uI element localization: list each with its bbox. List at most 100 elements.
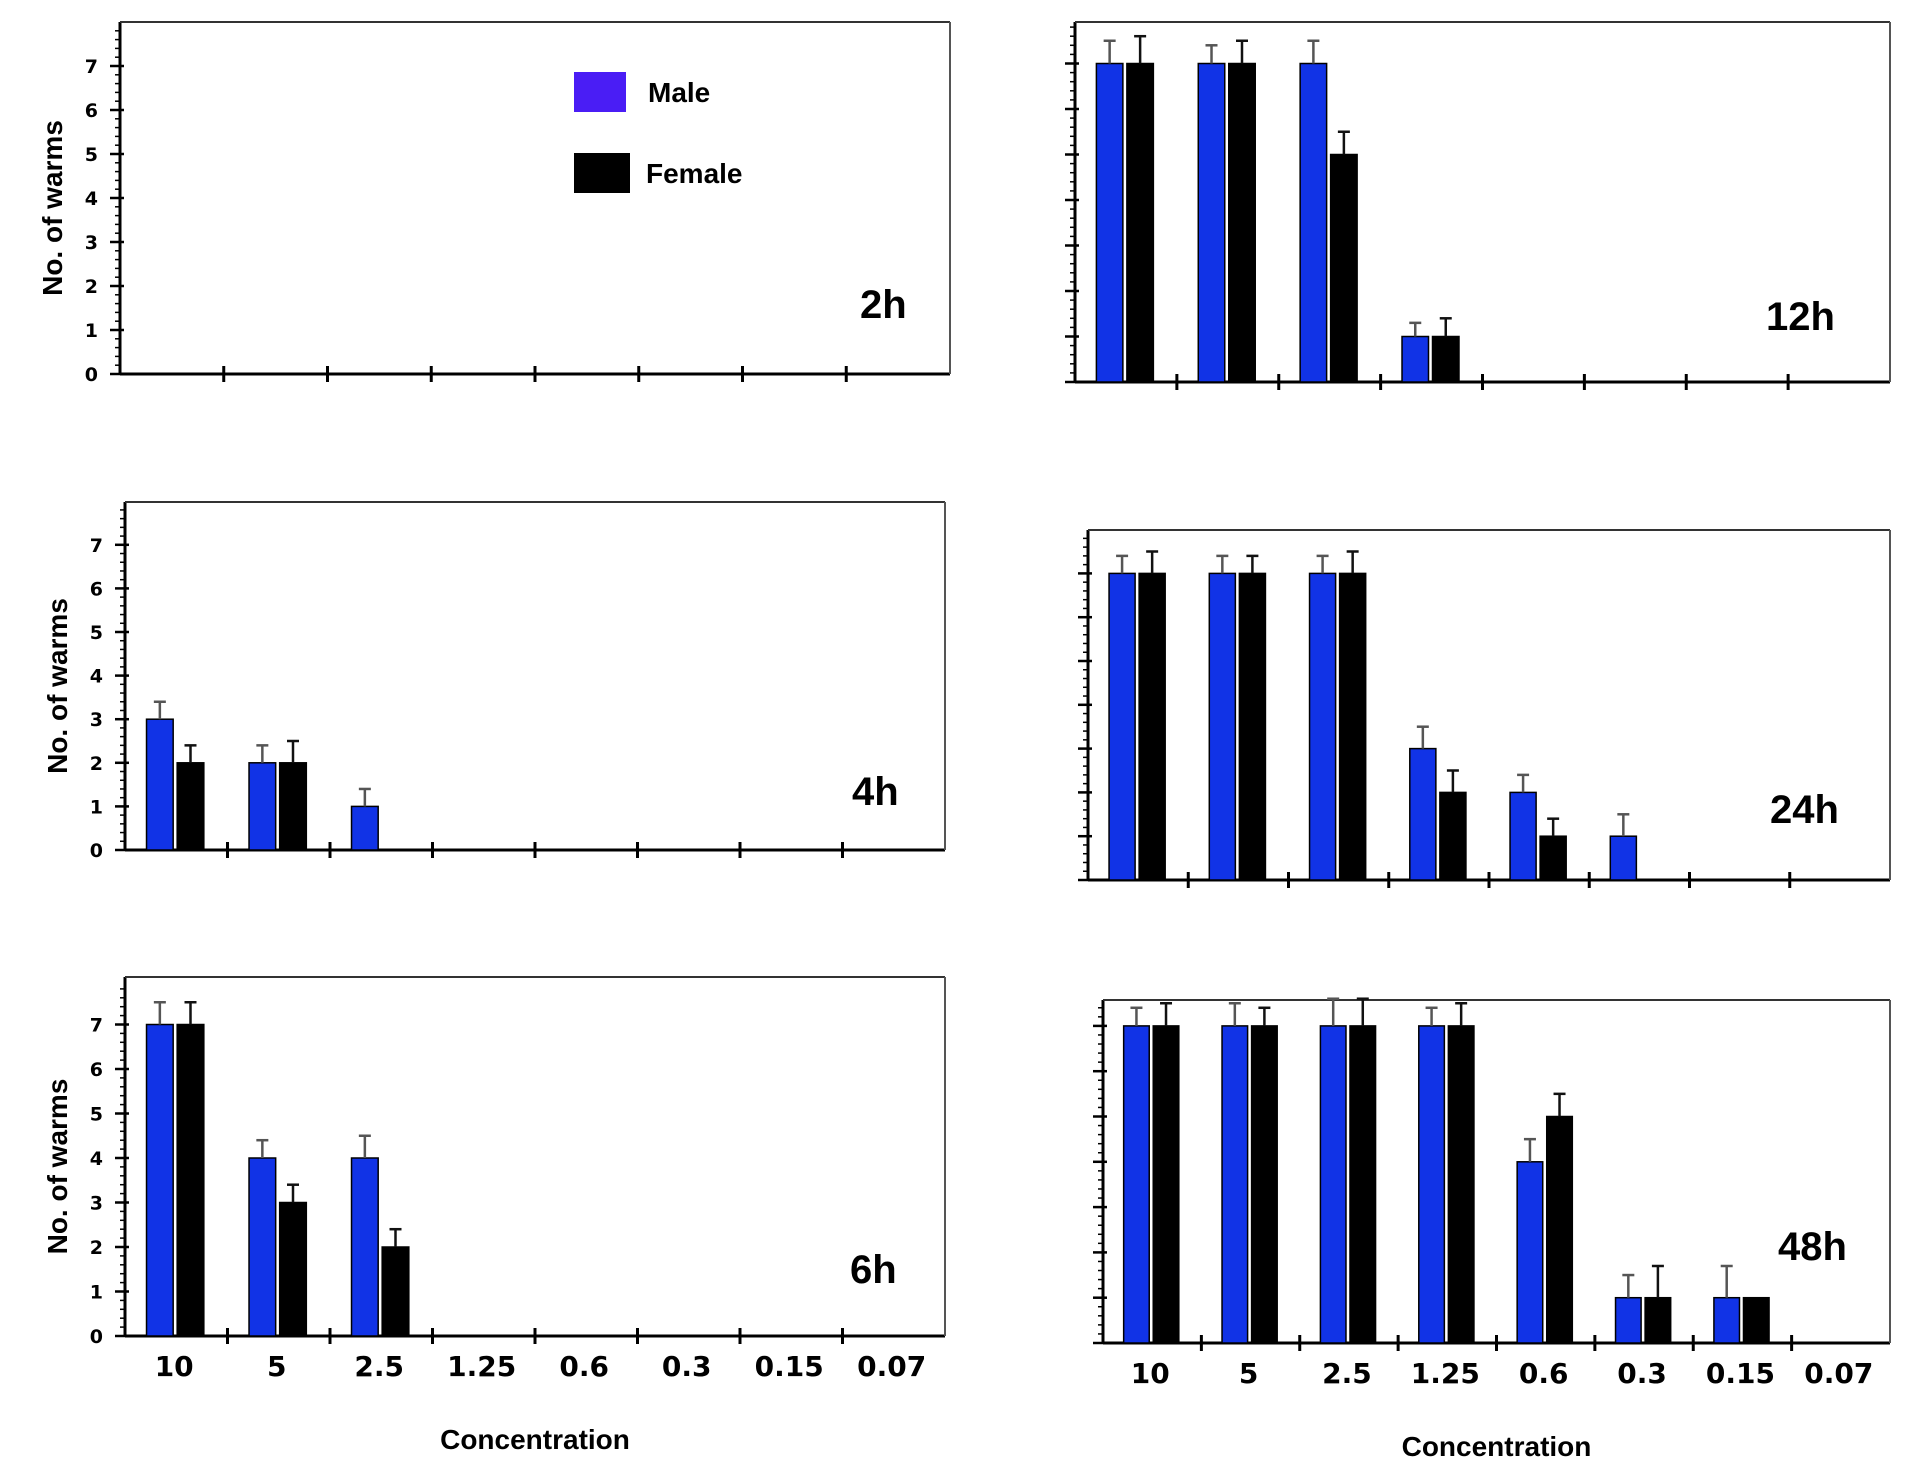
- panel-title: 6h: [850, 1248, 897, 1292]
- bar-male-10: [1108, 572, 1136, 881]
- y-tick-label: 1: [90, 1282, 103, 1304]
- bar-male-10: [1122, 1025, 1150, 1344]
- bar-male-0.6: [1509, 791, 1537, 881]
- x-axis-title: Concentration: [1402, 1431, 1592, 1462]
- y-axis-title: No. of warms: [42, 598, 73, 774]
- x-tick-label: 0.6: [1519, 1357, 1569, 1390]
- legend-label-male: Male: [648, 77, 710, 108]
- bar-female-2.5: [381, 1246, 410, 1337]
- legend-swatch-female: [574, 153, 630, 193]
- bar-male-2.5: [1299, 62, 1328, 383]
- bar-female-10: [1152, 1025, 1180, 1344]
- bar-female-0.6: [1545, 1115, 1574, 1344]
- bar-male-5: [1208, 572, 1237, 881]
- x-axis-title: Concentration: [440, 1424, 630, 1455]
- x-tick-label: 0.3: [662, 1350, 712, 1383]
- panel-title: 48h: [1778, 1225, 1847, 1269]
- x-tick-label: 1.25: [1411, 1357, 1480, 1390]
- y-tick-label: 0: [90, 1326, 103, 1348]
- bar-female-0.3: [1644, 1296, 1672, 1344]
- panel-title: 12h: [1766, 295, 1835, 339]
- y-tick-label: 0: [85, 364, 98, 386]
- y-tick-label: 1: [90, 796, 103, 818]
- y-tick-label: 2: [90, 753, 103, 775]
- bar-female-1.25: [1431, 335, 1460, 383]
- y-tick-label: 7: [85, 56, 98, 78]
- y-tick-label: 5: [90, 622, 103, 644]
- x-tick-label: 0.3: [1617, 1357, 1667, 1390]
- bar-male-1.25: [1418, 1025, 1446, 1344]
- bar-male-0.15: [1713, 1296, 1741, 1344]
- chart-panel-2h: 0 1 2 3 4 5 6 7 No. of warms 2h: [37, 21, 951, 386]
- bar-female-2.5: [1338, 572, 1367, 881]
- panel-title: 4h: [852, 770, 899, 814]
- bar-male-2.5: [350, 1157, 379, 1337]
- bar-female-5: [278, 762, 308, 851]
- y-tick-label: 5: [85, 144, 98, 166]
- y-tick-label: 4: [90, 1148, 103, 1170]
- bar-female-2.5: [1349, 1025, 1377, 1344]
- y-axis-title: No. of warms: [37, 120, 68, 296]
- chart-panel-4h: 0 1 2 3 4 5 6 7 No. of warms 4h: [42, 501, 946, 862]
- bar-female-10: [176, 762, 205, 851]
- panel-title: 24h: [1770, 788, 1839, 832]
- bar-female-5: [278, 1201, 308, 1337]
- x-tick-label: 2.5: [354, 1350, 404, 1383]
- bar-female-2.5: [1329, 153, 1358, 383]
- bar-male-10: [145, 1023, 174, 1337]
- x-tick-label: 0.07: [1804, 1357, 1873, 1390]
- bar-female-5: [1228, 62, 1256, 383]
- x-tick-label: 5: [267, 1350, 286, 1383]
- panel-title: 2h: [860, 283, 907, 327]
- x-tick-label: 0.07: [857, 1350, 926, 1383]
- y-tick-label: 4: [85, 188, 98, 210]
- bar-male-5: [1221, 1025, 1249, 1344]
- chart-panel-12h: 12h: [1065, 21, 1891, 390]
- bar-female-1.25: [1439, 791, 1467, 881]
- chart-panel-48h: 10 5 2.5 1.25 0.6 0.3 0.15 0.07 Concentration 48h: [1093, 997, 1891, 1462]
- bar-female-5: [1250, 1025, 1278, 1344]
- y-tick-label: 0: [90, 840, 103, 862]
- x-tick-label: 1.25: [447, 1350, 516, 1383]
- x-tick-label: 10: [155, 1350, 194, 1383]
- bar-female-10: [1126, 62, 1155, 383]
- y-tick-label: 3: [90, 1193, 103, 1215]
- bar-male-2.5: [1308, 572, 1337, 881]
- y-tick-label: 1: [85, 320, 98, 342]
- legend-swatch-male: [574, 72, 626, 112]
- bar-male-5: [1197, 62, 1226, 383]
- bar-male-1.25: [1409, 747, 1437, 881]
- y-tick-label: 2: [85, 276, 98, 298]
- x-tick-label: 10: [1131, 1357, 1170, 1390]
- y-tick-label: 3: [90, 709, 103, 731]
- y-tick-label: 7: [90, 1015, 103, 1037]
- y-tick-label: 6: [85, 100, 98, 122]
- bar-male-0.3: [1614, 1296, 1642, 1344]
- x-tick-label: 2.5: [1322, 1357, 1372, 1390]
- x-tick-label: 0.15: [755, 1350, 824, 1383]
- bar-male-10: [145, 718, 174, 851]
- legend-label-female: Female: [646, 158, 743, 189]
- y-tick-label: 6: [90, 578, 103, 600]
- y-tick-label: 2: [90, 1237, 103, 1259]
- bar-female-10: [176, 1023, 205, 1337]
- x-tick-label: 5: [1239, 1357, 1258, 1390]
- bar-male-5: [248, 1157, 277, 1337]
- bar-male-0.3: [1609, 835, 1638, 881]
- y-tick-label: 5: [90, 1104, 103, 1126]
- y-tick-label: 4: [90, 666, 103, 688]
- bar-male-0.6: [1516, 1161, 1544, 1344]
- bar-male-5: [248, 762, 277, 851]
- bar-male-2.5: [350, 805, 379, 851]
- legend: Male Female: [574, 72, 743, 193]
- bar-female-1.25: [1447, 1025, 1475, 1344]
- chart-panel-6h: 0 1 2 3 4 5 6 7 No. of warms 10 5 2.5 1.25 0.6 0.3 0.15…: [42, 976, 946, 1455]
- bar-female-10: [1138, 572, 1166, 881]
- bar-female-5: [1238, 572, 1267, 881]
- x-tick-label: 0.6: [559, 1350, 609, 1383]
- chart-panels: 0 1 2 3 4 5 6 7 No. of warms 2h 12h 0 1 2 3 4 5 6 7 No. of …: [37, 21, 1891, 1462]
- y-tick-label: 3: [85, 232, 98, 254]
- y-tick-label: 6: [90, 1059, 103, 1081]
- bar-female-0.6: [1539, 835, 1567, 881]
